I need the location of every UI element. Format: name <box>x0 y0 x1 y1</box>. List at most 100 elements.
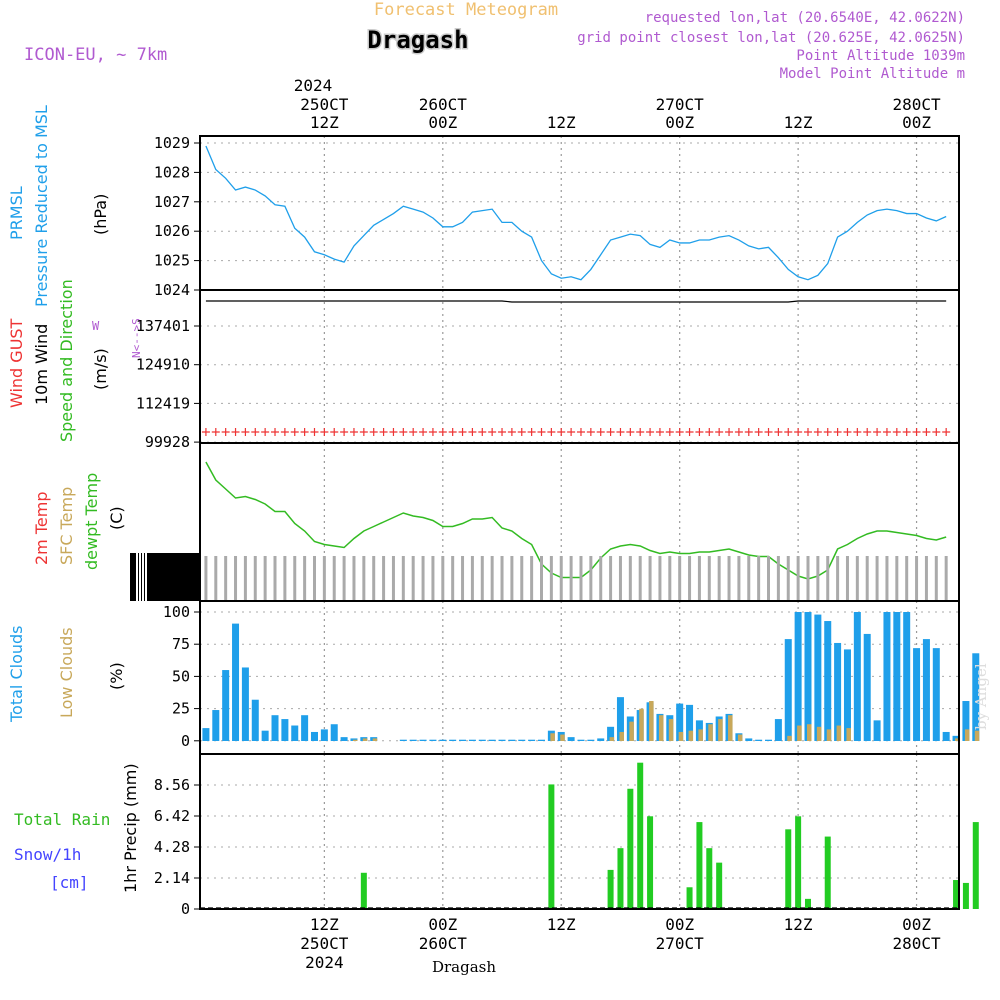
bottom-tick-label: 2024 <box>305 953 344 972</box>
total-cloud-bar <box>824 621 832 741</box>
gust-marker <box>507 428 516 436</box>
rain-bar <box>785 829 792 909</box>
pressure-tick-label: 1025 <box>154 252 190 270</box>
rain-bar <box>607 869 614 909</box>
total-cloud-bar <box>419 739 427 741</box>
gust-marker <box>547 428 556 436</box>
gust-marker <box>231 428 240 436</box>
gust-marker <box>310 428 319 436</box>
low-cloud-bar <box>787 735 792 741</box>
panel-frames <box>194 135 960 910</box>
total-cloud-bar <box>853 612 861 741</box>
gust-marker <box>389 428 398 436</box>
low-cloud-bar <box>609 737 615 741</box>
total-cloud-bar <box>251 699 259 741</box>
pressure-tick-label: 1026 <box>154 222 190 240</box>
gust-marker <box>606 428 615 436</box>
total-cloud-bar <box>350 738 358 741</box>
total-cloud-bar <box>429 739 437 741</box>
rain-bar <box>548 784 555 909</box>
data-layer <box>200 145 980 909</box>
low-cloud-bar <box>964 729 970 741</box>
precip-panel-frame <box>199 753 960 910</box>
pressure-line <box>205 145 947 281</box>
total-cloud-bar <box>972 653 980 741</box>
total-cloud-bar <box>932 648 940 741</box>
precip-tick-label: 0 <box>181 900 190 918</box>
gust-marker <box>922 428 931 436</box>
gust-marker <box>261 428 270 436</box>
gust-marker <box>725 428 734 436</box>
gust-marker <box>221 428 230 436</box>
wind-compass-h: W <box>92 319 100 333</box>
low-cloud-bar <box>619 731 624 741</box>
gust-marker <box>932 428 941 436</box>
low-cloud-bar <box>668 719 674 741</box>
gust-marker <box>754 428 763 436</box>
temp-unit: (C) <box>107 506 126 530</box>
pressure-tick-label: 1029 <box>154 134 190 152</box>
gust-marker <box>882 428 891 436</box>
gust-marker <box>359 428 368 436</box>
page-title: Dragash <box>367 26 468 54</box>
total-cloud-bar <box>320 729 328 741</box>
gust-marker <box>300 428 309 436</box>
total-cloud-bar <box>518 739 526 741</box>
gust-marker <box>241 428 250 436</box>
precip-unit: 1hr Precip (mm) <box>121 763 140 893</box>
grid-point-coords: grid point closest lon,lat (20.625E, 42.… <box>577 30 965 46</box>
gust-marker <box>399 428 408 436</box>
gust-marker <box>271 428 280 436</box>
total-cloud-bar <box>784 639 792 741</box>
gust-marker <box>665 428 674 436</box>
bottom-tick-label: 250CT <box>300 934 349 953</box>
total-cloud-bar <box>843 649 851 741</box>
total-cloud-bar <box>755 739 763 741</box>
low-cloud-bar <box>362 738 368 741</box>
low-cloud-bar <box>846 728 851 741</box>
total-cloud-bar <box>301 715 309 741</box>
low-cloud-bar <box>352 739 358 741</box>
bottom-tick-label: 270CT <box>656 934 705 953</box>
total-rain-label: Total Rain <box>14 810 110 829</box>
rain-bar <box>637 762 644 909</box>
rain-bar <box>696 822 703 909</box>
rain-bar <box>962 882 969 909</box>
gust-marker <box>458 428 467 436</box>
total-cloud-bar <box>271 715 279 741</box>
total-cloud-bar <box>745 738 753 741</box>
total-cloud-bar <box>883 612 891 741</box>
wind-tick-label: 112419 <box>136 394 190 412</box>
total-cloud-bar <box>291 725 299 741</box>
bottom-tick-label: 280CT <box>892 934 941 953</box>
gust-marker <box>873 428 882 436</box>
gust-marker <box>251 428 260 436</box>
temp-2m-label: 2m Temp <box>32 492 51 566</box>
gust-marker <box>290 428 299 436</box>
precip-tick-label: 8.56 <box>154 776 190 794</box>
total-cloud-bar <box>794 612 802 741</box>
bottom-tick-label: 12Z <box>784 915 813 934</box>
gust-marker <box>596 428 605 436</box>
total-cloud-bar <box>488 739 496 741</box>
wind-compass-v: N<-->S <box>130 318 143 358</box>
total-cloud-bar <box>962 701 970 741</box>
gust-marker <box>419 428 428 436</box>
rain-bar <box>706 848 713 909</box>
gust-marker <box>537 428 546 436</box>
wind-speed-label: Speed and Direction <box>57 279 76 442</box>
rain-bar <box>953 880 960 909</box>
top-tick-label: 12Z <box>547 113 576 132</box>
subtitle: Forecast Meteogram <box>374 0 558 20</box>
y-tick-labels: 1029 1028 1027 1026 1025 1024 137401 124910 1124… <box>136 134 190 918</box>
low-cloud-bar <box>372 738 378 741</box>
gust-marker <box>349 428 358 436</box>
gust-marker <box>586 428 595 436</box>
rain-bar <box>647 816 654 909</box>
total-cloud-bar <box>873 720 881 741</box>
rain-bar <box>617 848 624 909</box>
low-cloud-bar <box>737 734 743 741</box>
gust-marker <box>705 428 714 436</box>
gust-marker <box>330 428 339 436</box>
total-cloud-bar <box>439 739 447 741</box>
